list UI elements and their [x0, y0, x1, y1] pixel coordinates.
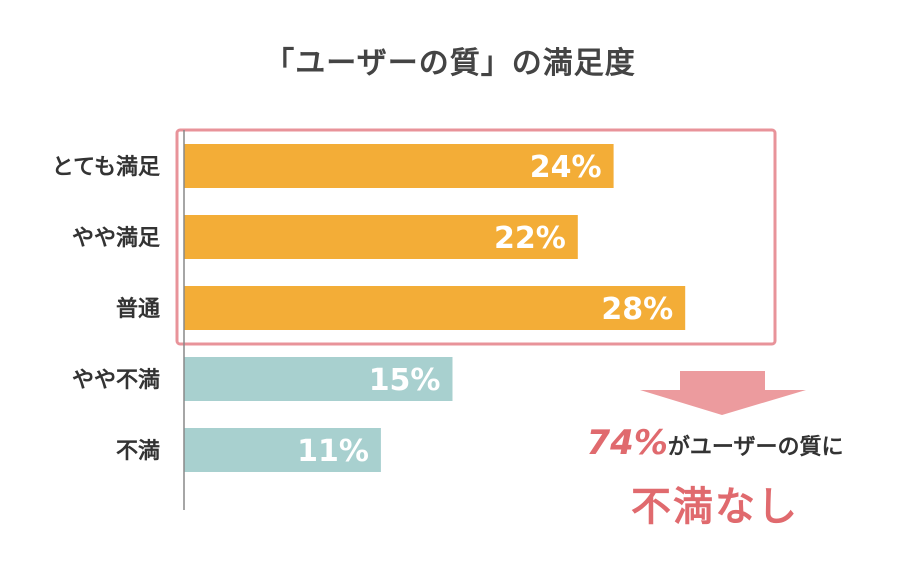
bar-value-label: 24% [530, 150, 602, 185]
bar-3 [184, 357, 453, 401]
highlight-box [175, 128, 777, 346]
category-label: やや満足 [72, 225, 160, 251]
down-arrow-icon [640, 371, 806, 415]
bar-value-label: 15% [369, 363, 441, 398]
chart-title: 「ユーザーの質」の満足度 [264, 46, 636, 81]
bar-value-label: 22% [494, 221, 566, 256]
bar-0 [184, 144, 614, 188]
bar-1 [184, 215, 578, 259]
bar-2 [184, 286, 686, 330]
category-label: 不満 [116, 438, 160, 464]
category-label: 普通 [116, 296, 160, 322]
conclusion-emphasis: 不満なし [631, 484, 799, 530]
bar-4 [184, 428, 381, 472]
category-label: やや不満 [72, 367, 160, 393]
bar-value-label: 11% [297, 434, 369, 469]
category-label: とても満足 [52, 154, 160, 180]
conclusion-percent: 74% [586, 423, 668, 463]
bar-value-label: 28% [601, 292, 673, 327]
conclusion-line: 74%がユーザーの質に [540, 423, 890, 463]
conclusion-text: がユーザーの質に [667, 435, 844, 460]
